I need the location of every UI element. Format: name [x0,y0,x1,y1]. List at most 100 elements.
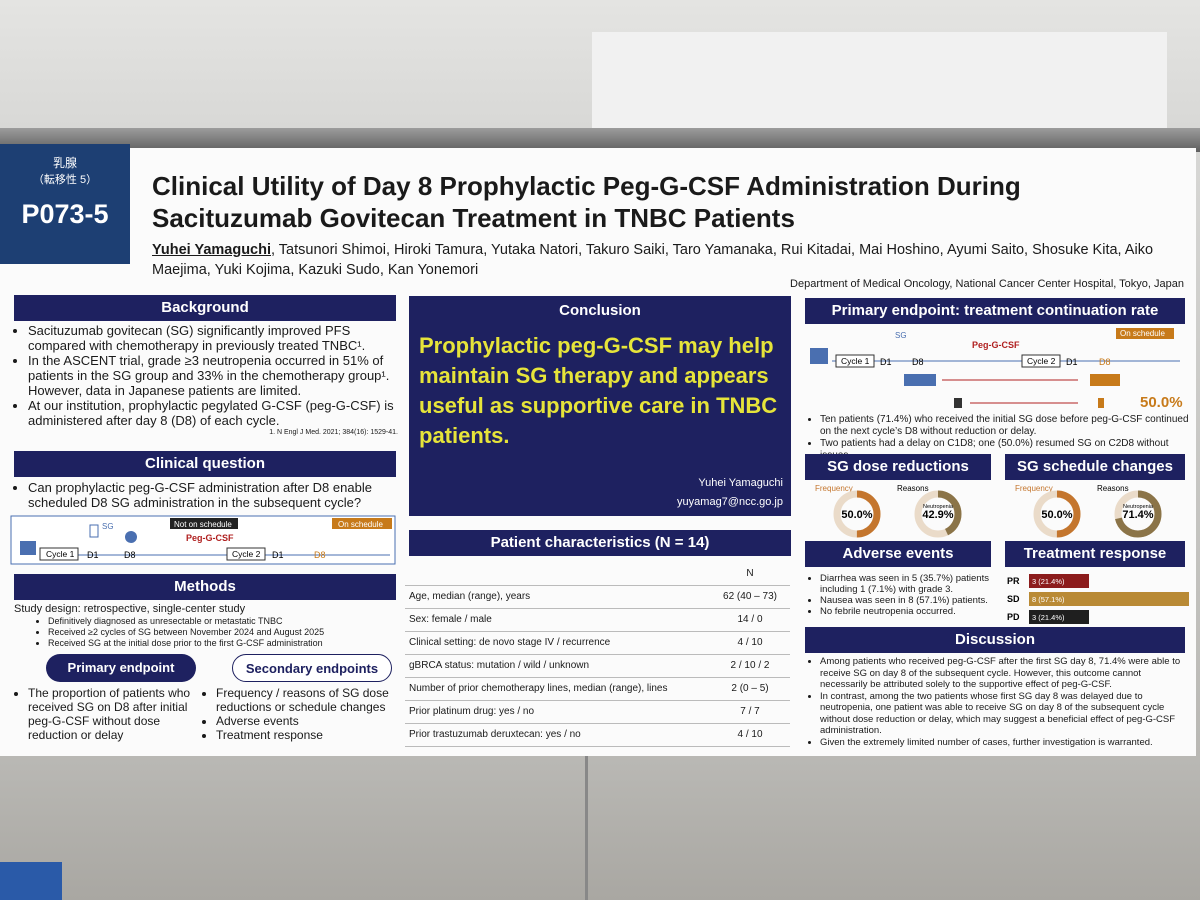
cross [125,531,137,543]
row-label: Number of prior chemotherapy lines, medi… [405,677,710,701]
heading: Adverse events [805,541,991,567]
label: D1 [1066,357,1078,367]
heading: Clinical question [14,451,396,477]
row-label: Prior trastuzumab deruxtecan: yes / no [405,723,710,747]
bullet: At our institution, prophylactic pegylat… [28,398,398,428]
background-text: Sacituzumab govitecan (SG) significantly… [8,323,398,438]
heading: Discussion [805,627,1185,653]
donut-label: 42.9% [922,509,953,521]
label: Reasons [897,484,929,493]
donut-label: 71.4% [1122,509,1153,521]
conclusion-box: Conclusion Prophylactic peg-G-CSF may he… [409,296,791,516]
row: Age, median (range), years 62 (40 – 73) [405,585,790,609]
box [835,354,875,368]
author: Yuhei Yamaguchi [698,477,783,489]
bullet: No febrile neutropenia occurred. [820,606,1000,617]
label: Cycle 2 [232,549,261,559]
design: Study design: retrospective, single-cent… [14,603,246,615]
heading: Patient characteristics (N = 14) [409,530,791,556]
email: yuyamag7@ncc.go.jp [677,496,783,508]
label: Reasons [1097,484,1129,493]
label: SG [895,331,907,340]
label: D1 [87,550,99,560]
row: Number of prior chemotherapy lines, medi… [405,677,790,701]
row: Sex: female / male 14 / 0 [405,608,790,632]
column-header: N [710,562,790,586]
bullet: Given the extremely limited number of ca… [820,737,1190,749]
heading: SG dose reductions [805,454,991,480]
row-value: 4 / 10 [710,631,790,655]
category: 乳腺 [52,156,77,170]
result: 50.0% [1140,394,1183,411]
response-label: SD [1007,594,1020,604]
calendar [810,348,828,364]
label: D1 [272,550,284,560]
row-label: gBRCA status: mutation / wild / unknown [405,654,710,678]
presenting-author: Yuhei Yamaguchi [152,242,272,258]
row-value: 2 / 10 / 2 [710,654,790,678]
row-label: Prior platinum drug: yes / no [405,700,710,724]
people [904,374,936,386]
title-line: Clinical Utility of Day 8 Prophylactic P… [152,171,1021,201]
bullet: Definitively diagnosed as unresectable o… [48,616,400,627]
patient-table: N Age, median (range), years 62 (40 – 73)… [405,562,790,747]
label: On schedule [1120,329,1165,338]
box [39,547,79,561]
label: D1 [880,357,892,367]
label: On schedule [338,520,383,529]
bullet: The proportion of patients who received … [28,686,198,742]
label: Frequency [815,484,853,493]
label: Peg-G-CSF [186,533,234,543]
question-diagram: SG Not on schedule Peg-G-CSF Cycle 1 D1 … [10,515,396,565]
endpoint-diagram: SG Cycle 1 D1 D8 Peg-G-CSF Cycle 2 D1 D8… [810,328,1180,408]
contact: Yuhei Yamaguchi yuyamag7@ncc.go.jp [677,474,783,512]
bullet: Sacituzumab govitecan (SG) significantly… [28,323,398,353]
row-label: Clinical setting: de novo stage IV / rec… [405,631,710,655]
bullet: In contrast, among the two patients whos… [820,691,1190,737]
response-label: PR [1007,576,1020,586]
bullet: Received ≥2 cycles of SG between Novembe… [48,627,400,638]
label: Cycle 1 [46,549,75,559]
criteria: Definitively diagnosed as unresectable o… [40,616,400,649]
label: SG [102,522,114,531]
bullet: Adverse events [216,714,396,728]
label: D8 [314,550,326,560]
adverse-text: Diarrhea was seen in 5 (35.7%) patients … [800,573,1000,617]
authors: Yuhei Yamaguchi, Tatsunori Shimoi, Hirok… [152,240,1182,280]
label: Frequency [1015,484,1053,493]
donut-arc [1033,490,1081,538]
label: Cycle 1 [841,356,870,366]
cell [405,562,710,586]
title: Clinical Utility of Day 8 Prophylactic P… [152,170,1021,234]
response-value: 8 (57.1%) [1032,595,1065,604]
bullet: Received SG at the initial dose prior to… [48,638,400,649]
badge [170,518,238,529]
label: D8 [124,550,136,560]
box [1021,354,1061,368]
poster: 乳腺 （転移性 5） P073-5 Clinical Utility of Da… [0,144,1196,756]
reference: 1. N Engl J Med. 2021; 384(16): 1529-41. [269,429,398,436]
response-label: PD [1007,612,1020,622]
label: Cycle 2 [1027,356,1056,366]
row-value: 14 / 0 [710,608,790,632]
row: Clinical setting: de novo stage IV / rec… [405,631,790,655]
secondary-pill: Secondary endpoints [232,654,392,682]
row-label: Age, median (range), years [405,585,710,609]
row: gBRCA status: mutation / wild / unknown 2… [405,654,790,678]
row: Prior trastuzumab deruxtecan: yes / no 4 … [405,723,790,747]
sign [592,32,1167,136]
reason: Neutropenia [923,504,954,510]
box [0,862,62,900]
row: Prior platinum drug: yes / no 7 / 7 [405,700,790,724]
heading: Conclusion [559,302,641,319]
row-value: 62 (40 – 73) [710,585,790,609]
bullet: Treatment response [216,728,396,742]
bullet: Can prophylactic peg-G-CSF administratio… [28,480,398,510]
tag: 乳腺 （転移性 5） P073-5 [0,144,130,264]
bullet: Diarrhea was seen in 5 (35.7%) patients … [820,573,1000,595]
row-value: 4 / 10 [710,723,790,747]
donut-arc [914,490,962,538]
donut-label: 50.0% [841,509,872,521]
reason: Neutropenia [1123,504,1154,510]
